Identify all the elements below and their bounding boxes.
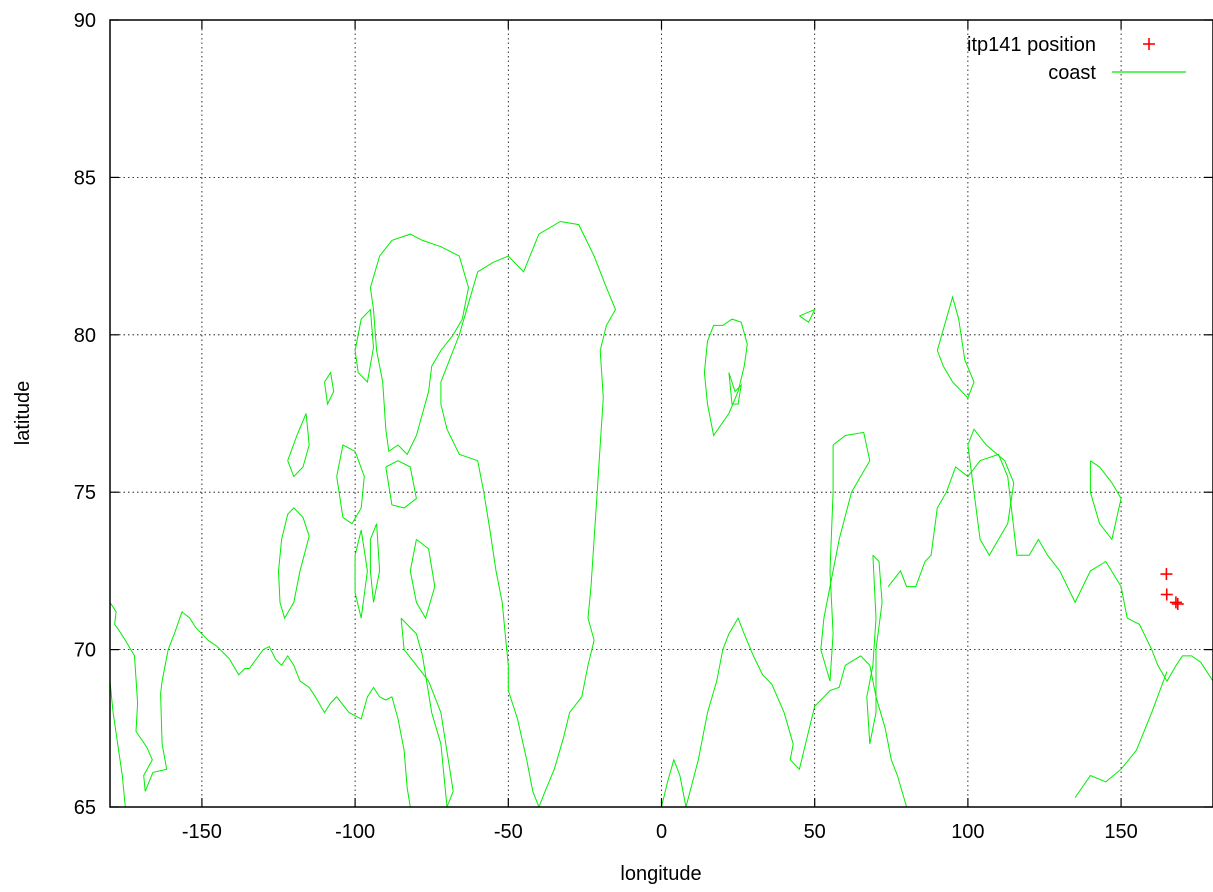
coast-line — [661, 758, 687, 807]
x-tick-label: -150 — [182, 821, 222, 843]
plot-area — [110, 220, 1213, 807]
coast-line — [685, 616, 908, 807]
x-tick-label: -50 — [494, 821, 523, 843]
grid-lines — [110, 19, 1213, 808]
itp141-position-point — [1160, 588, 1173, 601]
coast-line — [369, 233, 470, 456]
coast-line — [799, 308, 816, 323]
coast-line — [110, 602, 411, 807]
coast-line — [354, 308, 375, 384]
coast-line — [1074, 671, 1168, 798]
coast-line — [936, 295, 975, 399]
coast-line — [703, 318, 748, 437]
x-tick-label: 150 — [1104, 821, 1137, 843]
coast-line — [866, 554, 883, 745]
itp141-position-point — [1169, 596, 1182, 609]
x-tick-label: 50 — [804, 821, 826, 843]
y-tick-label: 90 — [74, 10, 96, 32]
coast-line — [409, 539, 436, 620]
coast-line — [1089, 460, 1122, 541]
y-tick-label: 85 — [74, 167, 96, 189]
coast-line — [324, 371, 335, 406]
legend-marker-itp141-position — [1143, 38, 1155, 50]
coast-line — [887, 453, 1213, 683]
legend-label-itp141-position: itp141 position — [967, 34, 1096, 56]
x-tick-label: 0 — [656, 821, 667, 843]
coast-line — [354, 529, 368, 619]
itp141-position-point — [1160, 568, 1173, 581]
coast-line — [440, 220, 617, 807]
y-tick-label: 80 — [74, 325, 96, 347]
y-tick-label: 75 — [74, 482, 96, 504]
coast-line — [287, 413, 310, 478]
y-tick-label: 65 — [74, 797, 96, 819]
x-tick-label: 100 — [951, 821, 984, 843]
coast-line — [369, 523, 381, 603]
coast-line — [728, 372, 742, 405]
x-tick-label: -100 — [335, 821, 375, 843]
legend: itp141 position coast — [967, 34, 1186, 84]
axis-ticks — [110, 19, 1213, 808]
x-axis-title: longitude — [620, 863, 701, 885]
y-axis-title: latitude — [12, 381, 34, 446]
y-tick-label: 70 — [74, 640, 96, 662]
legend-label-coast: coast — [1048, 62, 1096, 84]
coast-line — [385, 460, 417, 509]
coast-line — [277, 507, 310, 620]
axis-labels: longitude latitude -150 -100 -50 0 50 100 150 6… — [12, 10, 1138, 885]
coast-line — [400, 617, 454, 807]
itp141-position-point — [1171, 597, 1184, 610]
coast-line — [336, 444, 365, 525]
coast-line — [820, 431, 871, 682]
coast-line — [110, 681, 126, 807]
